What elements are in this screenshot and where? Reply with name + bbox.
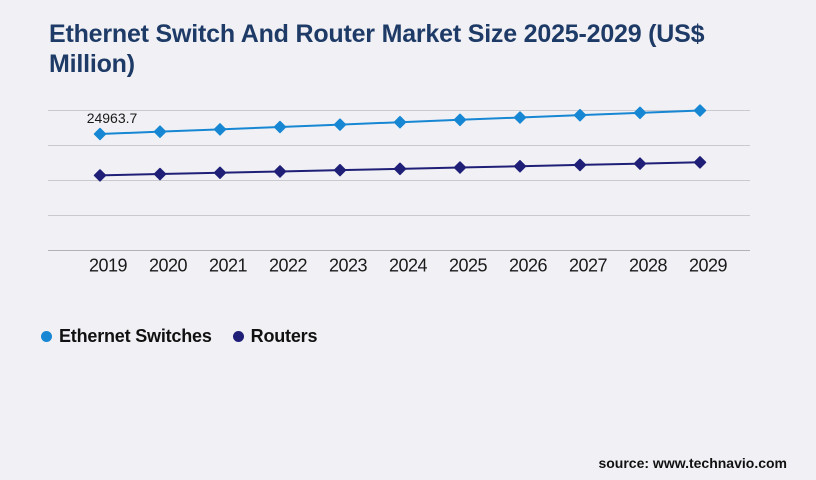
legend-item-routers: Routers <box>232 325 318 347</box>
data-point-routers-2028 <box>633 157 647 170</box>
chart-title: Ethernet Switch And Router Market Size 2… <box>49 19 759 79</box>
data-point-ethernet-switches-2025 <box>453 113 467 127</box>
data-point-routers-2027 <box>573 158 587 172</box>
data-point-routers-2019 <box>93 169 107 182</box>
data-point-routers-2026 <box>513 159 527 173</box>
x-tick-label-2029: 2029 <box>689 256 728 276</box>
data-point-routers-2029 <box>693 156 707 169</box>
data-point-ethernet-switches-2027 <box>573 108 587 122</box>
data-point-routers-2020 <box>153 167 167 181</box>
data-point-routers-2025 <box>453 161 467 174</box>
data-point-ethernet-switches-2021 <box>213 123 227 136</box>
data-point-ethernet-switches-2029 <box>693 104 707 117</box>
data-point-routers-2023 <box>333 163 347 177</box>
chart-title-line1: Ethernet Switch And Router Market Size 2… <box>49 20 705 48</box>
data-point-routers-2021 <box>213 166 227 180</box>
data-point-ethernet-switches-2022 <box>273 120 287 134</box>
data-point-ethernet-switches-2019 <box>93 127 107 141</box>
data-point-routers-2022 <box>273 165 287 178</box>
x-tick-label-2021: 2021 <box>209 256 248 276</box>
x-tick-label-2023: 2023 <box>329 256 368 276</box>
data-point-ethernet-switches-2020 <box>153 125 167 138</box>
x-tick-label-2020: 2020 <box>149 256 188 276</box>
x-tick-label-2026: 2026 <box>509 256 548 276</box>
legend-item-ethernet-switches: Ethernet Switches <box>41 326 212 347</box>
x-tick-label-2022: 2022 <box>269 256 308 276</box>
legend-label-routers: Routers <box>250 325 318 346</box>
x-tick-label-2027: 2027 <box>569 256 608 276</box>
data-point-ethernet-switches-2024 <box>393 115 407 129</box>
x-tick-label-2019: 2019 <box>89 256 128 276</box>
chart-title-line2: Million) <box>49 50 135 78</box>
legend-marker-ethernet-switches-icon <box>41 330 52 342</box>
data-point-ethernet-switches-2028 <box>633 106 647 120</box>
data-point-ethernet-switches-2026 <box>513 111 527 124</box>
x-tick-label-2025: 2025 <box>449 256 488 276</box>
chart-legend: Ethernet Switches Routers <box>41 326 317 346</box>
legend-label-ethernet-switches: Ethernet Switches <box>59 325 212 346</box>
source-attribution: source: www.technavio.com <box>598 455 787 471</box>
legend-marker-routers-icon <box>232 330 244 342</box>
x-tick-label-2028: 2028 <box>629 256 668 276</box>
data-point-ethernet-switches-2023 <box>333 118 347 131</box>
x-tick-label-2024: 2024 <box>389 256 428 276</box>
point-data-label: 24963.7 <box>87 110 138 126</box>
data-point-routers-2024 <box>393 162 407 176</box>
